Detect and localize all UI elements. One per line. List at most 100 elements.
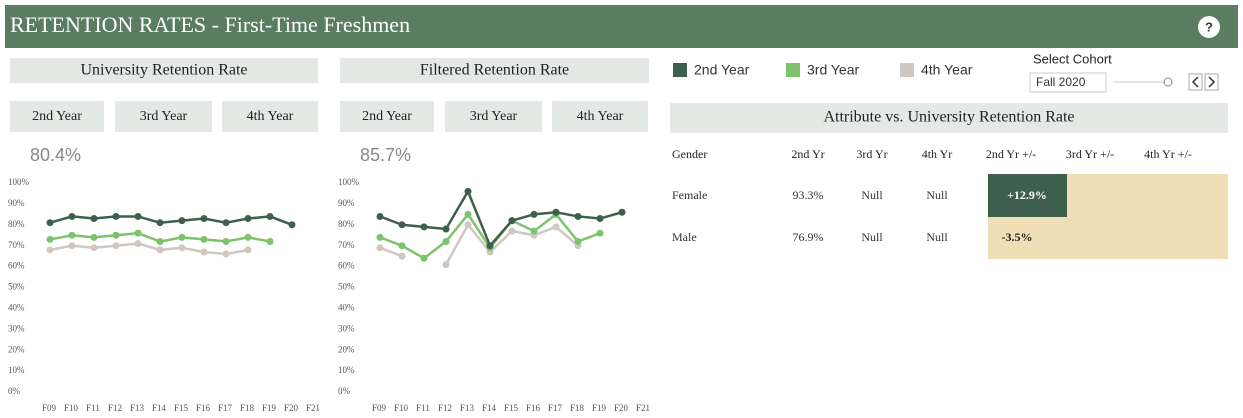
point xyxy=(46,235,54,243)
y-tick-label: 50% xyxy=(338,282,355,292)
point xyxy=(134,229,142,237)
point xyxy=(222,238,230,246)
point xyxy=(90,244,98,252)
table-cell: Null xyxy=(926,188,948,202)
x-tick-label: F10 xyxy=(394,403,409,413)
y-tick-label: 20% xyxy=(338,344,355,354)
point xyxy=(530,210,538,218)
column-header: 3rd Yr +/- xyxy=(1066,147,1114,161)
point xyxy=(46,246,54,254)
table-cell: Null xyxy=(926,230,948,244)
cohort-dropdown[interactable] xyxy=(1029,72,1107,93)
y-tick-label: 90% xyxy=(338,198,355,208)
help-icon[interactable]: ? xyxy=(1205,19,1213,34)
x-tick-label: F14 xyxy=(482,403,497,413)
x-tick-label: F14 xyxy=(152,403,167,413)
tab-button[interactable] xyxy=(115,101,212,132)
diff-cell-highlight xyxy=(988,174,1067,217)
y-tick-label: 70% xyxy=(338,240,355,250)
table-cell: -3.5% xyxy=(1002,230,1033,244)
next-icon[interactable] xyxy=(1208,76,1216,88)
point xyxy=(244,233,252,241)
legend-swatch xyxy=(900,63,914,77)
y-tick-label: 60% xyxy=(338,261,355,271)
next-button[interactable] xyxy=(1204,73,1219,91)
tab-label[interactable]: 2nd Year xyxy=(362,109,412,124)
series-line xyxy=(49,242,249,256)
x-tick-label: F11 xyxy=(86,403,100,413)
y-tick-label: 50% xyxy=(8,282,25,292)
tab-label[interactable]: 3rd Year xyxy=(140,109,188,124)
tab-button[interactable] xyxy=(445,101,542,132)
y-tick-label: 10% xyxy=(338,365,355,375)
point xyxy=(156,219,164,227)
y-tick-label: 0% xyxy=(8,386,21,396)
series-line xyxy=(49,215,293,226)
point xyxy=(420,254,428,262)
column-header: 3rd Yr xyxy=(856,147,887,161)
header-bar xyxy=(5,5,1238,48)
table-title: Attribute vs. University Retention Rate xyxy=(823,109,1074,126)
point xyxy=(244,215,252,223)
x-tick-label: F16 xyxy=(196,403,211,413)
y-tick-label: 30% xyxy=(8,323,25,333)
point xyxy=(200,235,208,243)
point xyxy=(464,187,472,195)
y-tick-label: 30% xyxy=(338,323,355,333)
point xyxy=(376,212,384,220)
headline-value: 85.7% xyxy=(360,145,411,165)
table-cell: Female xyxy=(672,188,707,202)
x-tick-label: F21 xyxy=(636,403,650,413)
legend-swatch xyxy=(673,63,687,77)
point xyxy=(596,229,604,237)
slider-handle[interactable] xyxy=(1163,77,1173,87)
column-header: Gender xyxy=(672,147,707,161)
point xyxy=(266,238,274,246)
prev-button[interactable] xyxy=(1188,73,1203,91)
point xyxy=(464,221,472,229)
point xyxy=(398,242,406,250)
prev-icon[interactable] xyxy=(1191,76,1199,88)
table-cell: 76.9% xyxy=(793,230,824,244)
tab-button[interactable] xyxy=(10,101,104,132)
point xyxy=(112,231,120,239)
legend-swatch xyxy=(786,63,800,77)
tab-label[interactable]: 2nd Year xyxy=(32,109,82,124)
column-header: 2nd Yr xyxy=(791,147,824,161)
point xyxy=(398,221,406,229)
x-tick-label: F09 xyxy=(372,403,387,413)
x-tick-label: F20 xyxy=(284,403,299,413)
point xyxy=(244,246,252,254)
x-tick-label: F09 xyxy=(42,403,57,413)
cohort-value[interactable]: Fall 2020 xyxy=(1036,75,1086,89)
legend-label: 2nd Year xyxy=(694,62,750,78)
y-tick-label: 10% xyxy=(8,365,25,375)
point xyxy=(574,212,582,220)
point xyxy=(442,261,450,269)
point xyxy=(618,208,626,216)
panel-title-bar xyxy=(10,58,318,83)
tab-button[interactable] xyxy=(552,101,648,132)
y-tick-label: 60% xyxy=(8,261,25,271)
point xyxy=(596,215,604,223)
table-cell: Null xyxy=(861,188,883,202)
column-header: 2nd Yr +/- xyxy=(986,147,1036,161)
table-cell: 93.3% xyxy=(793,188,824,202)
tab-button[interactable] xyxy=(222,101,318,132)
tab-label[interactable]: 4th Year xyxy=(247,109,294,124)
point xyxy=(200,215,208,223)
tab-label[interactable]: 3rd Year xyxy=(470,109,518,124)
point xyxy=(68,231,76,239)
tab-label[interactable]: 4th Year xyxy=(577,109,624,124)
point xyxy=(464,210,472,218)
help-button[interactable] xyxy=(1198,16,1220,38)
point xyxy=(46,219,54,227)
y-tick-label: 100% xyxy=(8,177,30,187)
point xyxy=(178,244,186,252)
point xyxy=(574,238,582,246)
point xyxy=(376,233,384,241)
point xyxy=(68,212,76,220)
y-tick-label: 40% xyxy=(8,302,25,312)
tab-button[interactable] xyxy=(340,101,434,132)
